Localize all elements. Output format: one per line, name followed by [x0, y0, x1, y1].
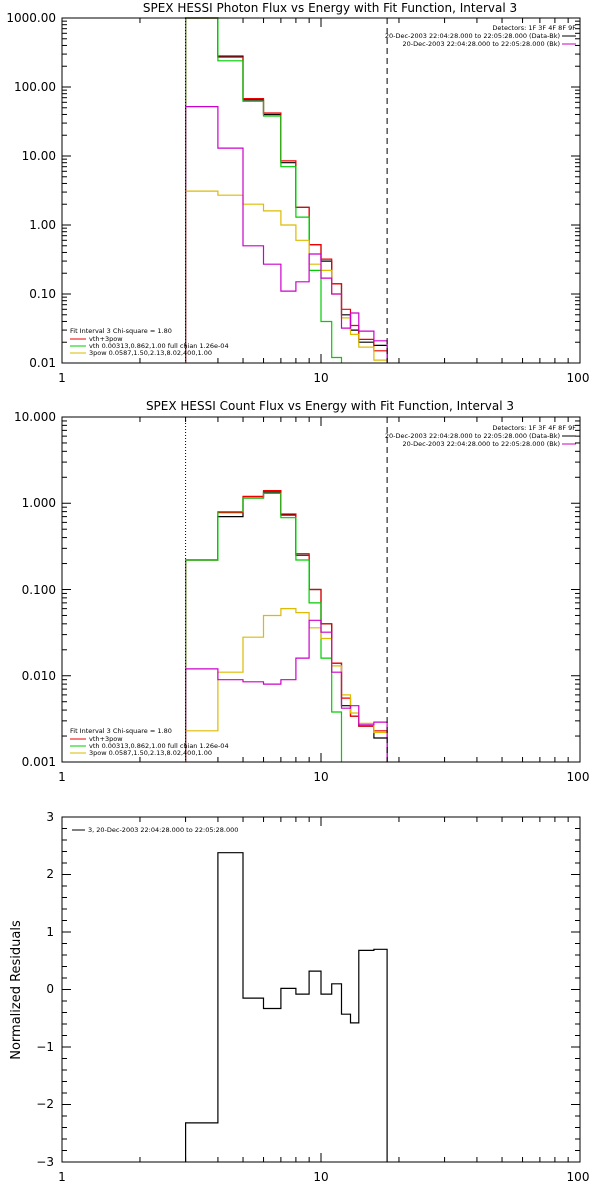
series-line [185, 17, 343, 363]
ytick-label: 0 [46, 982, 54, 996]
ytick-label: 1.00 [29, 218, 56, 232]
series-line [185, 607, 388, 762]
series-line [185, 490, 388, 762]
count-flux-panel: SPEX HESSI Count Flux vs Energy with Fit… [14, 399, 589, 784]
series-line [185, 852, 388, 1162]
ytick-label: 0.001 [22, 755, 56, 769]
fit-legend-label: vth 0.00313,0.862,1.00 full chian 1.26e-… [89, 742, 229, 750]
xtick-label: 10 [313, 371, 328, 385]
xtick-label: 100 [567, 1170, 590, 1184]
fit-legend: Fit Interval 3 Chi-square = 1.80 vth+3po… [70, 327, 229, 357]
ytick-label: 1 [46, 925, 54, 939]
xtick-label: 100 [567, 371, 590, 385]
ytick-label: 2 [46, 867, 54, 881]
series-line [185, 491, 388, 762]
xtick-label: 1 [58, 770, 66, 784]
xtick-labels: 1 10 100 [58, 371, 589, 385]
ytick-label: −1 [36, 1040, 54, 1054]
series-line [185, 619, 388, 762]
series-layer [185, 490, 388, 762]
chart-title: SPEX HESSI Photon Flux vs Energy with Fi… [143, 1, 517, 15]
xtick-label: 10 [313, 1170, 328, 1184]
xtick-label: 100 [567, 770, 590, 784]
series-line [185, 105, 388, 363]
plot-frame [61, 416, 581, 763]
info-legend-label: 20-Dec-2003 22:04:28.000 to 22:05:28.000… [385, 432, 560, 440]
fit-legend-header: Fit Interval 3 Chi-square = 1.80 [70, 727, 172, 735]
ytick-label: 0.01 [29, 356, 56, 370]
ytick-label: 0.10 [29, 287, 56, 301]
residuals-legend-label: 3, 20-Dec-2003 22:04:28.000 to 22:05:28.… [88, 826, 238, 834]
fit-legend-label: vth+3pow [89, 735, 123, 743]
ytick-label: 100.00 [14, 80, 56, 94]
photon-flux-panel: SPEX HESSI Photon Flux vs Energy with Fi… [6, 1, 589, 385]
xtick-label: 10 [313, 770, 328, 784]
ytick-label: 0.100 [22, 583, 56, 597]
fit-legend: Fit Interval 3 Chi-square = 1.80 vth+3po… [70, 727, 229, 757]
xtick-label: 1 [58, 1170, 66, 1184]
info-legend: Detectors: 1F 3F 4F 8F 9F 20-Dec-2003 22… [385, 24, 576, 48]
fit-range-markers [185, 18, 388, 363]
series-line [185, 492, 343, 762]
series-layer [185, 17, 388, 363]
ytick-label: −2 [36, 1097, 54, 1111]
info-legend: Detectors: 1F 3F 4F 8F 9F 20-Dec-2003 22… [385, 424, 576, 448]
ytick-label: 1.000 [22, 496, 56, 510]
ytick-label: 3 [46, 810, 54, 824]
ytick-labels: 0.001 0.010 0.100 1.000 10.000 [14, 410, 56, 769]
detectors-label: Detectors: 1F 3F 4F 8F 9F [492, 24, 576, 32]
fit-legend-header: Fit Interval 3 Chi-square = 1.80 [70, 327, 172, 335]
fit-range-markers [185, 417, 388, 762]
plot-frame [61, 816, 581, 1163]
info-legend-label: 20-Dec-2003 22:04:28.000 to 22:05:28.000… [385, 32, 560, 40]
detectors-label: Detectors: 1F 3F 4F 8F 9F [492, 424, 576, 432]
ytick-label: 10.00 [22, 149, 56, 163]
fit-legend-label: 3pow 0.0587,1.50,2.13,8.02,400,1.00 [89, 349, 212, 357]
residuals-panel: −3 −2 −1 0 1 2 3 1 10 100 Normalized Res… [9, 810, 589, 1184]
ytick-label: 0.010 [22, 669, 56, 683]
fit-legend-label: 3pow 0.0587,1.50,2.13,8.02,400,1.00 [89, 749, 212, 757]
xtick-label: 1 [58, 371, 66, 385]
xtick-labels: 1 10 100 [58, 770, 589, 784]
plot-frame [61, 17, 581, 364]
ytick-labels: −3 −2 −1 0 1 2 3 [36, 810, 54, 1169]
y-axis-label: Normalized Residuals [9, 920, 24, 1060]
fit-legend-label: vth 0.00313,0.862,1.00 full chian 1.26e-… [89, 342, 229, 350]
fit-legend-label: vth+3pow [89, 335, 123, 343]
chart-title: SPEX HESSI Count Flux vs Energy with Fit… [146, 399, 514, 413]
ytick-labels: 0.01 0.10 1.00 10.00 100.00 1000.00 [6, 11, 56, 370]
info-legend-label: 20-Dec-2003 22:04:28.000 to 22:05:28.000… [403, 440, 561, 448]
info-legend-label: 20-Dec-2003 22:04:28.000 to 22:05:28.000… [403, 40, 561, 48]
ytick-label: −3 [36, 1155, 54, 1169]
series-line [185, 190, 388, 363]
tick-layer [61, 816, 580, 1163]
residuals-legend: 3, 20-Dec-2003 22:04:28.000 to 22:05:28.… [72, 826, 238, 834]
series-layer [185, 852, 388, 1162]
ytick-label: 10.000 [14, 410, 56, 424]
ytick-label: 1000.00 [6, 11, 56, 25]
xtick-labels: 1 10 100 [58, 1170, 589, 1184]
